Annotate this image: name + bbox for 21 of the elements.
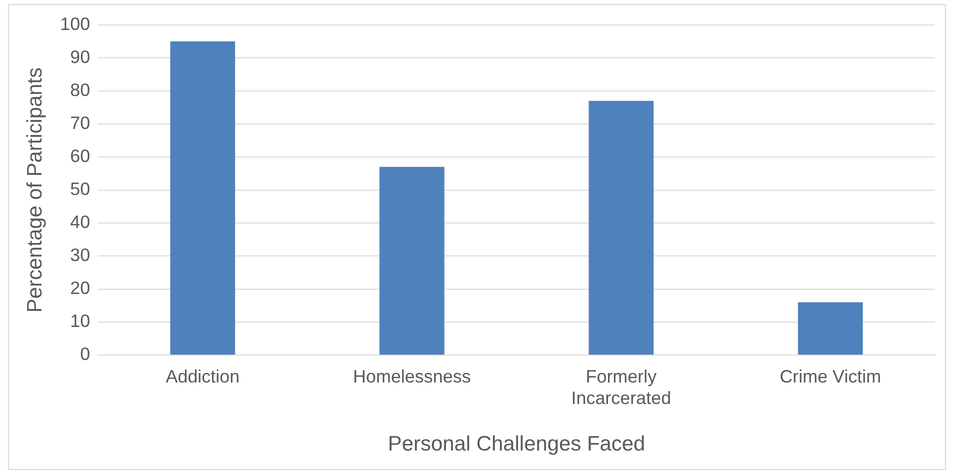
bar — [588, 100, 654, 355]
y-tick-label: 90 — [70, 46, 90, 67]
y-tick-label: 10 — [70, 311, 90, 332]
y-tick-label: 70 — [70, 112, 90, 133]
x-tick-label: Homelessness — [353, 366, 471, 387]
y-tick-label: 100 — [60, 14, 90, 34]
y-tick-label: 20 — [70, 278, 90, 298]
y-axis-title: Percentage of Participants — [23, 67, 46, 313]
bar — [798, 302, 863, 355]
x-axis-title: Personal Challenges Faced — [388, 432, 646, 456]
y-tick-label: 40 — [70, 212, 90, 232]
y-tick-label: 30 — [70, 245, 90, 265]
x-tick-label: Formerly Incarcerated — [571, 366, 672, 408]
x-tick-label: Crime Victim — [780, 366, 882, 387]
bar — [170, 41, 236, 355]
y-tick-label: 80 — [70, 80, 90, 100]
y-tick-label: 0 — [80, 344, 90, 364]
bar — [379, 166, 444, 355]
y-tick-label: 60 — [70, 146, 90, 166]
x-tick-label: Addiction — [166, 366, 240, 387]
y-tick-label: 50 — [70, 178, 90, 199]
